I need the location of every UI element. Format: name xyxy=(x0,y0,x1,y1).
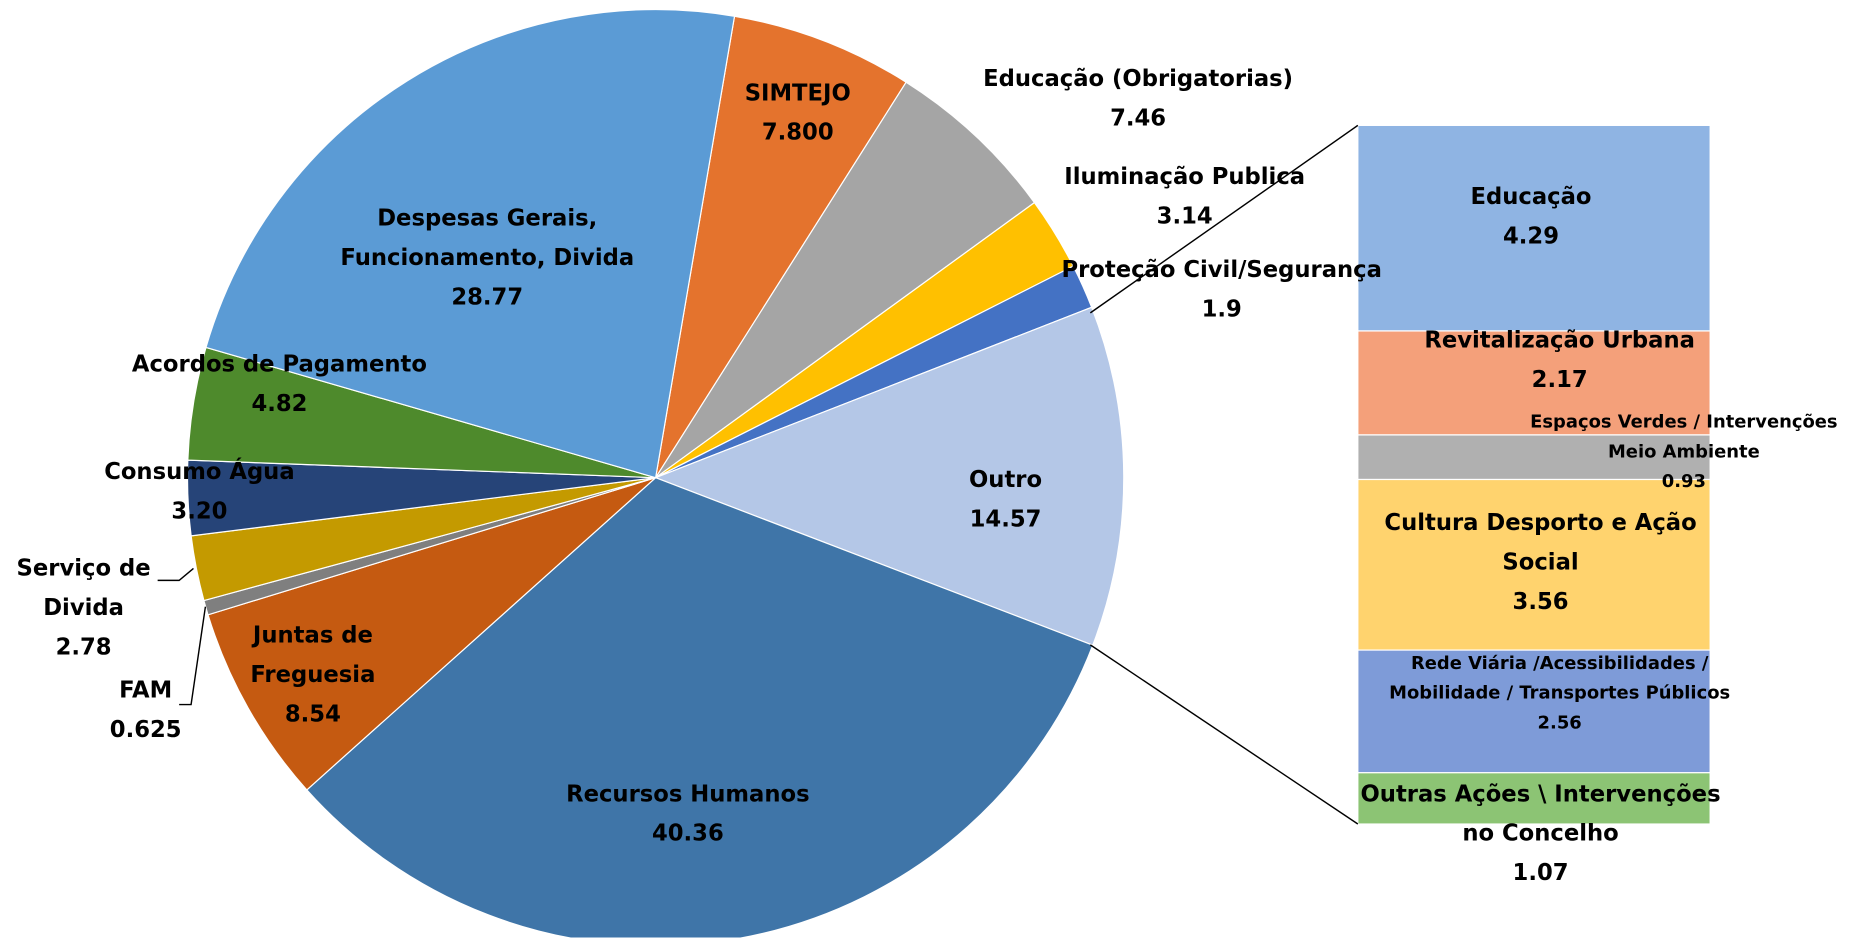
leader-line xyxy=(157,567,194,582)
data-label: Acordos de Pagamento 4.82 xyxy=(112,345,446,424)
label-name: SIMTEJO xyxy=(744,80,851,107)
label-value: 2.78 xyxy=(55,634,112,661)
data-label: Proteção Civil/Segurança 1.9 xyxy=(1043,251,1401,330)
label-name: Serviço de Divida xyxy=(16,555,151,621)
pie-slice xyxy=(653,306,1125,646)
pie-slice xyxy=(205,9,736,479)
data-label: Cultura Desporto e Ação Social 3.56 xyxy=(1367,504,1713,622)
label-name: Revitalização Urbana xyxy=(1424,327,1695,354)
bar-segment xyxy=(1357,434,1711,481)
data-label: Consumo Água 3.20 xyxy=(80,453,319,532)
data-label: SIMTEJO 7.800 xyxy=(678,74,917,153)
data-label: Revitalização Urbana 2.17 xyxy=(1381,321,1739,400)
data-label: Outro 14.57 xyxy=(916,461,1095,540)
pie-slice xyxy=(655,81,1036,479)
data-label: Rede Viária /Acessibilidades / Mobilidad… xyxy=(1381,648,1739,738)
data-label: Recursos Humanos 40.36 xyxy=(533,775,843,854)
bar-segment xyxy=(1357,330,1711,436)
label-value: 40.36 xyxy=(651,820,724,847)
data-label: Outras Ações \ Intervenções no Concelho 1… xyxy=(1349,775,1731,893)
data-label: Serviço de Divida 2.78 xyxy=(6,549,161,667)
data-label: Despesas Gerais, Funcionamento, Divida 28… xyxy=(320,199,654,317)
label-value: 7.800 xyxy=(761,119,834,146)
label-value: 14.57 xyxy=(969,506,1042,533)
label-name: Cultura Desporto e Ação Social xyxy=(1384,509,1697,576)
connector-line xyxy=(1089,644,1359,825)
label-name: FAM xyxy=(119,677,173,704)
label-value: 8.54 xyxy=(284,701,341,728)
data-label: Juntas de Freguesia 8.54 xyxy=(229,616,396,734)
label-name: Despesas Gerais, Funcionamento, Divida xyxy=(340,205,635,272)
data-label: Iluminação Publica 3.14 xyxy=(1029,158,1339,237)
label-name: Consumo Água xyxy=(104,458,295,485)
label-value: 3.14 xyxy=(1156,203,1213,230)
label-name: Juntas de Freguesia xyxy=(250,622,376,688)
label-name: Acordos de Pagamento xyxy=(131,351,427,378)
label-value: 2.17 xyxy=(1531,366,1588,393)
label-name: Outro xyxy=(969,466,1043,494)
data-label: FAM 0.625 xyxy=(98,671,194,750)
label-value: 4.82 xyxy=(251,390,308,417)
connector-line xyxy=(1089,124,1359,314)
leader-lines xyxy=(157,124,1359,825)
label-value: 1.9 xyxy=(1201,296,1242,323)
label-value: 3.56 xyxy=(1512,588,1569,616)
data-label: Espaços Verdes / Intervenções Meio Ambie… xyxy=(1505,407,1863,497)
label-name: Espaços Verdes / Intervenções Meio Ambie… xyxy=(1530,410,1838,463)
label-value: 7.46 xyxy=(1110,105,1167,132)
label-name: Recursos Humanos xyxy=(566,781,810,808)
bar-segment xyxy=(1357,772,1711,825)
data-label: Educação 4.29 xyxy=(1364,178,1698,257)
data-label: Educação (Obrigatorias) 7.46 xyxy=(947,60,1329,139)
pie-slice xyxy=(207,477,657,791)
label-name: Proteção Civil/Segurança xyxy=(1061,256,1382,284)
label-value: 4.29 xyxy=(1502,223,1559,250)
label-name: Educação (Obrigatorias) xyxy=(983,65,1294,92)
label-value: 3.20 xyxy=(171,497,228,525)
label-name: Rede Viária /Acessibilidades / Mobilidad… xyxy=(1389,652,1731,704)
label-name: Educação xyxy=(1470,183,1592,211)
pie-slice xyxy=(655,15,907,479)
leader-line xyxy=(179,606,207,706)
bar-segment xyxy=(1357,124,1711,332)
bar-segment xyxy=(1357,478,1711,651)
label-value: 1.07 xyxy=(1512,859,1569,887)
label-value: 28.77 xyxy=(451,284,524,311)
label-name: Outras Ações \ Intervenções no Concelho xyxy=(1360,781,1721,847)
label-name: Iluminação Publica xyxy=(1064,163,1306,190)
label-value: 0.93 xyxy=(1661,470,1706,493)
label-value: 0.625 xyxy=(109,716,182,743)
pie-slice xyxy=(305,477,1094,938)
label-value: 2.56 xyxy=(1537,711,1582,734)
